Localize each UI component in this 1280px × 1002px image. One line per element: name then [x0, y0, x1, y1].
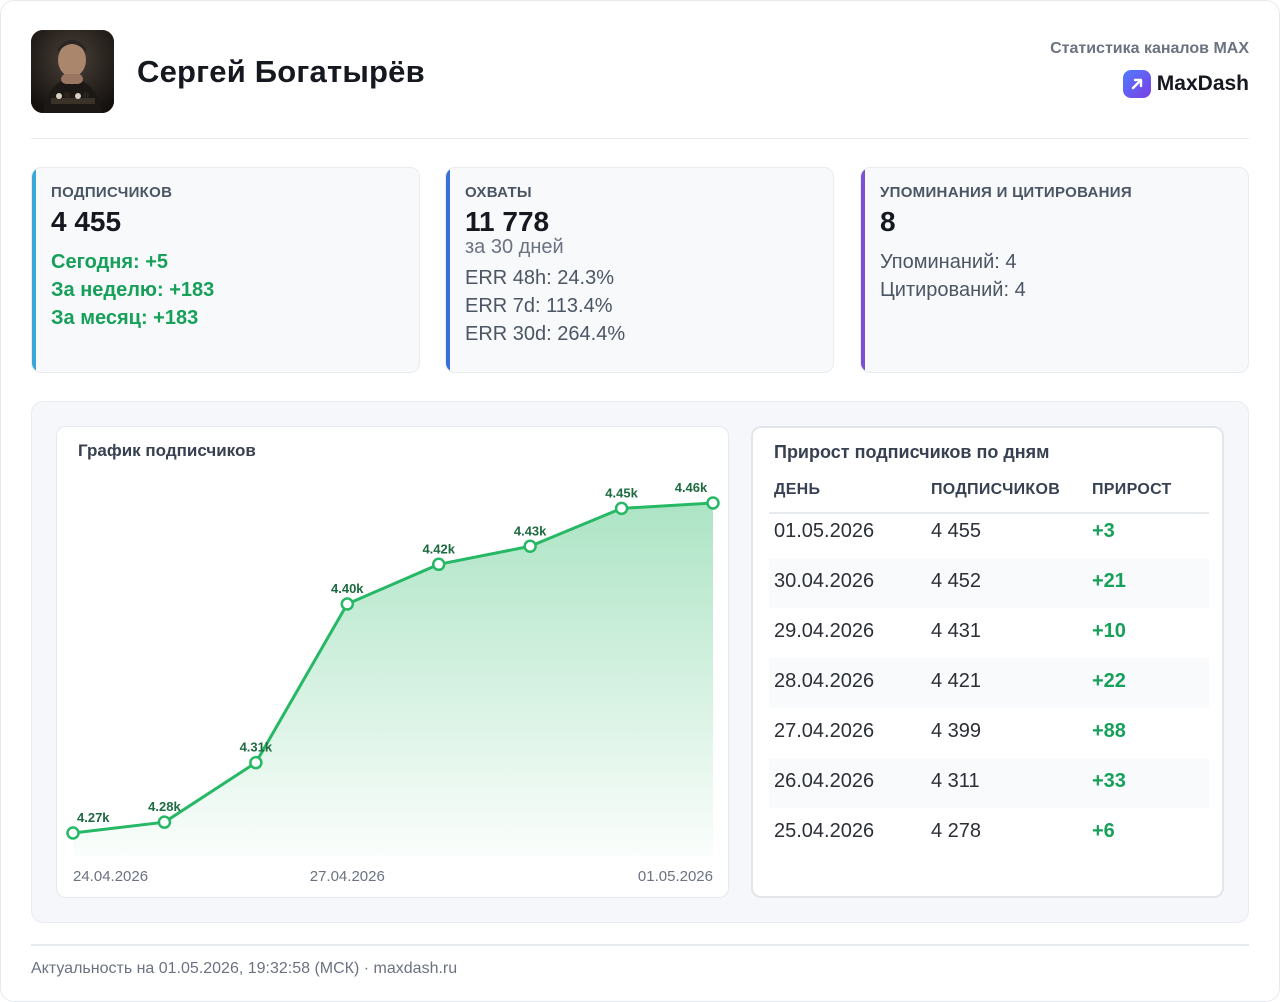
column-header-day: ДЕНЬ: [774, 481, 821, 498]
reach-accent-bar: [446, 168, 450, 372]
growth-today: Сегодня: +5: [51, 251, 169, 273]
cell-day: 29.04.2026: [774, 620, 875, 642]
maxdash-logo-icon: [1122, 70, 1151, 98]
chart-point[interactable]: [706, 496, 720, 510]
cell-day: 26.04.2026: [774, 770, 875, 792]
subscribers-chart-card: График подписчиков 4.27k 4.28k 4.31k 4.40k 4…: [56, 426, 729, 898]
reach-period: за 30 дней: [465, 236, 564, 258]
cell-growth: +22: [1092, 670, 1126, 692]
table-row: 27.04.2026 4 399 +88: [769, 708, 1209, 758]
subscribers-chart: 4.27k 4.28k 4.31k 4.40k 4.42k 4.43k 4.45k 4.46k…: [66, 480, 720, 885]
chart-point-label: 4.45k: [605, 485, 638, 500]
chart-title: График подписчиков: [78, 441, 256, 460]
x-tick-label: 01.05.2026: [638, 868, 713, 885]
growth-month: За месяц: +183: [51, 307, 199, 329]
table-header-divider: [769, 512, 1209, 514]
reach-value: 11 778: [465, 206, 550, 237]
chart-point-label: 4.42k: [422, 541, 455, 556]
footer-divider: [31, 944, 1249, 946]
mentions-value: 8: [880, 206, 896, 237]
cell-subscribers: 4 431: [931, 620, 982, 642]
x-tick-label: 27.04.2026: [310, 868, 385, 885]
header-divider: [31, 138, 1249, 139]
cell-growth: +21: [1092, 570, 1126, 592]
channel-name: Сергей Богатырёв: [137, 54, 425, 89]
chart-point[interactable]: [66, 826, 80, 840]
chart-point-label: 4.46k: [675, 480, 708, 495]
cell-subscribers: 4 311: [931, 770, 980, 792]
table-row: 30.04.2026 4 452 +21: [769, 558, 1209, 608]
mentions-count: Упоминаний: 4: [880, 251, 1017, 273]
chart-point[interactable]: [614, 501, 629, 516]
mentions-list: Упоминаний: 4 Цитирований: 4: [880, 248, 1026, 304]
cell-day: 27.04.2026: [774, 720, 875, 742]
brand-name: MaxDash: [1156, 72, 1249, 95]
cell-growth: +33: [1092, 770, 1126, 792]
table-row: 29.04.2026 4 431 +10: [769, 608, 1209, 658]
table-row: 25.04.2026 4 278 +6: [769, 808, 1209, 858]
channel-avatar: [31, 30, 114, 113]
chart-point[interactable]: [523, 539, 537, 554]
daily-growth-table: Прирост подписчиков по дням ДЕНЬ ПОДПИСЧ…: [751, 426, 1224, 898]
table-row: 28.04.2026 4 421 +22: [769, 658, 1209, 708]
chart-point[interactable]: [431, 557, 446, 572]
chart-point-label: 4.28k: [148, 799, 181, 814]
cell-day: 25.04.2026: [774, 820, 875, 842]
column-header-growth: ПРИРОСТ: [1092, 481, 1172, 498]
cell-subscribers: 4 399: [931, 720, 982, 742]
mentions-card: УПОМИНАНИЯ И ЦИТИРОВАНИЯ 8 Упоминаний: 4…: [860, 167, 1249, 373]
column-header-subscribers: ПОДПИСЧИКОВ: [931, 481, 1061, 498]
cell-subscribers: 4 455: [931, 520, 982, 542]
cell-day: 30.04.2026: [774, 570, 875, 592]
subscribers-growth-list: Сегодня: +5 За неделю: +183 За месяц: +1…: [51, 248, 214, 332]
footer-timestamp: Актуальность на 01.05.2026, 19:32:58 (МС…: [31, 960, 458, 977]
x-tick-label: 24.04.2026: [73, 868, 148, 885]
chart-point-label: 4.31k: [240, 740, 273, 755]
cell-subscribers: 4 421: [931, 670, 982, 692]
err-7d: ERR 7d: 113.4%: [465, 295, 613, 317]
chart-point-label: 4.40k: [331, 581, 364, 596]
err-30d: ERR 30d: 264.4%: [465, 323, 626, 345]
subscribers-accent-bar: [32, 168, 36, 372]
chart-point[interactable]: [340, 597, 355, 611]
brand[interactable]: MaxDash: [1122, 70, 1249, 98]
cell-growth: +3: [1092, 520, 1115, 542]
reach-label: ОХВАТЫ: [465, 184, 532, 201]
table-row: 01.05.2026 4 455 +3: [769, 508, 1209, 558]
chart-point-label: 4.43k: [514, 523, 547, 538]
subscribers-label: ПОДПИСЧИКОВ: [51, 184, 173, 201]
cell-day: 01.05.2026: [774, 520, 875, 542]
cell-subscribers: 4 278: [931, 820, 982, 842]
avatar-photo-icon: [31, 30, 114, 113]
cell-growth: +10: [1092, 620, 1126, 642]
err-list: ERR 48h: 24.3% ERR 7d: 113.4% ERR 30d: 2…: [465, 264, 625, 348]
cell-subscribers: 4 452: [931, 570, 982, 592]
cell-growth: +6: [1092, 820, 1115, 842]
reach-card: ОХВАТЫ 11 778 за 30 дней ERR 48h: 24.3% …: [445, 167, 834, 373]
subscribers-value: 4 455: [51, 206, 122, 237]
err-48h: ERR 48h: 24.3%: [465, 267, 614, 289]
cell-day: 28.04.2026: [774, 670, 875, 692]
brand-subtitle: Статистика каналов MAX: [1050, 40, 1249, 57]
chart-area-fill: [73, 503, 713, 857]
table-title: Прирост подписчиков по дням: [774, 442, 1050, 462]
chart-series-line: [72, 501, 714, 835]
chart-point[interactable]: [157, 815, 172, 829]
chart-point[interactable]: [249, 755, 263, 770]
chart-point-label: 4.27k: [77, 810, 110, 825]
growth-week: За неделю: +183: [51, 279, 215, 301]
cell-growth: +88: [1092, 720, 1126, 742]
citations-count: Цитирований: 4: [880, 279, 1026, 301]
subscribers-card: ПОДПИСЧИКОВ 4 455 Сегодня: +5 За неделю:…: [31, 167, 420, 373]
mentions-label: УПОМИНАНИЯ И ЦИТИРОВАНИЯ: [880, 184, 1132, 201]
mentions-accent-bar: [861, 168, 865, 372]
table-row: 26.04.2026 4 311 +33: [769, 758, 1209, 808]
